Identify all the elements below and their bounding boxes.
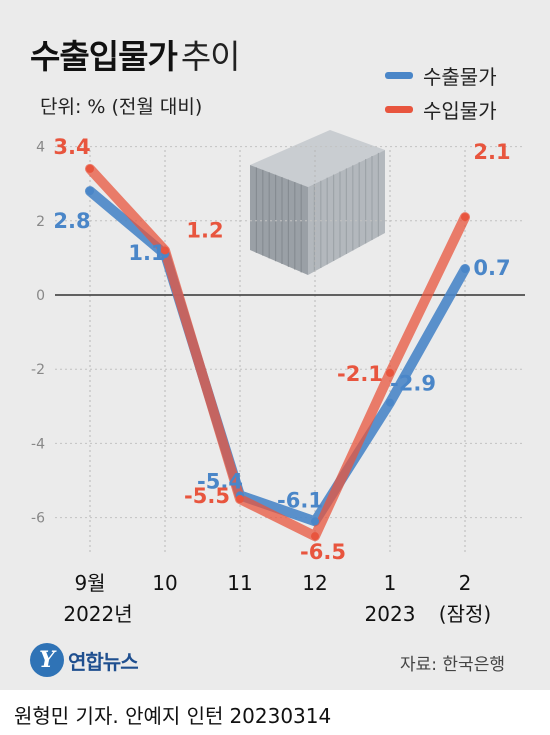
x-tick-sublabel: 2023 — [365, 602, 416, 626]
data-label: 1.1 — [128, 241, 165, 265]
yonhap-logo: Y 연합뉴스 — [30, 643, 139, 677]
y-tick-label: 0 — [36, 288, 45, 304]
data-point — [161, 246, 169, 255]
y-tick-label: -6 — [31, 511, 45, 527]
legend-swatch-import — [385, 105, 413, 113]
series-line — [85, 163, 470, 542]
legend-label-export: 수출물가 — [423, 64, 497, 89]
data-point — [86, 164, 94, 173]
logo-text: 연합뉴스 — [68, 649, 139, 674]
data-point — [461, 213, 469, 222]
line-chart: 4 2 0 -2 -4 -6 2.8 1.1 -5.4 -6.1 -2.9 0.7 3.4 1.2 -5.5… — [31, 130, 525, 626]
title-main: 수출입물가 — [30, 37, 178, 76]
x-tick-label: 12 — [302, 571, 327, 595]
data-label: 2.1 — [473, 140, 510, 164]
legend: 수출물가 수입물가 — [385, 58, 497, 126]
data-label: 1.2 — [186, 218, 223, 242]
unit-label: 단위: % (전월 대비) — [40, 96, 203, 118]
credit-author: 원형민 기자. 안예지 인턴 — [14, 704, 224, 728]
credit-line: 원형민 기자. 안예지 인턴 20230314 — [14, 700, 331, 729]
data-point — [461, 265, 469, 274]
data-point — [86, 187, 94, 196]
legend-item-import: 수입물가 — [385, 92, 497, 126]
x-tick-label: 1 — [384, 571, 397, 595]
credit-date: 20230314 — [229, 704, 332, 728]
chart-panel — [0, 0, 550, 690]
data-label: -2.1 — [337, 362, 383, 386]
y-tick-label: -2 — [31, 362, 45, 378]
x-tick-label: 11 — [227, 571, 252, 595]
x-tick-label: 9월 — [74, 571, 105, 595]
data-label: -5.4 — [197, 469, 243, 493]
y-tick-label: 4 — [36, 140, 45, 156]
x-tick-sublabel: (잠정) — [439, 602, 491, 626]
container-side-left-icon — [250, 165, 308, 275]
x-tick-label: 2 — [459, 571, 472, 595]
data-label: 3.4 — [53, 135, 90, 159]
data-label: 2.8 — [53, 209, 90, 233]
data-label: 0.7 — [473, 256, 510, 280]
chart-title: 수출입물가 추이 — [30, 30, 241, 78]
data-point — [236, 495, 244, 504]
y-tick-label: 2 — [36, 214, 45, 230]
data-label: -2.9 — [390, 372, 436, 396]
data-point — [311, 517, 319, 526]
title-sub: 추이 — [180, 37, 241, 76]
data-label: -6.5 — [300, 540, 346, 564]
data-point — [311, 532, 319, 541]
legend-item-export: 수출물가 — [385, 58, 497, 92]
y-tick-label: -4 — [31, 436, 45, 452]
legend-swatch-export — [385, 71, 413, 79]
data-point — [386, 398, 394, 407]
data-point — [386, 368, 394, 377]
data-label: -5.5 — [184, 484, 230, 508]
x-tick-sublabel: 2022년 — [63, 602, 132, 626]
x-tick-label: 10 — [152, 571, 177, 595]
logo-mark-icon: Y — [30, 643, 64, 677]
data-label: -6.1 — [277, 488, 323, 512]
container-top-icon — [250, 130, 385, 187]
legend-label-import: 수입물가 — [423, 98, 497, 123]
source-label: 자료: 한국은행 — [400, 655, 505, 675]
